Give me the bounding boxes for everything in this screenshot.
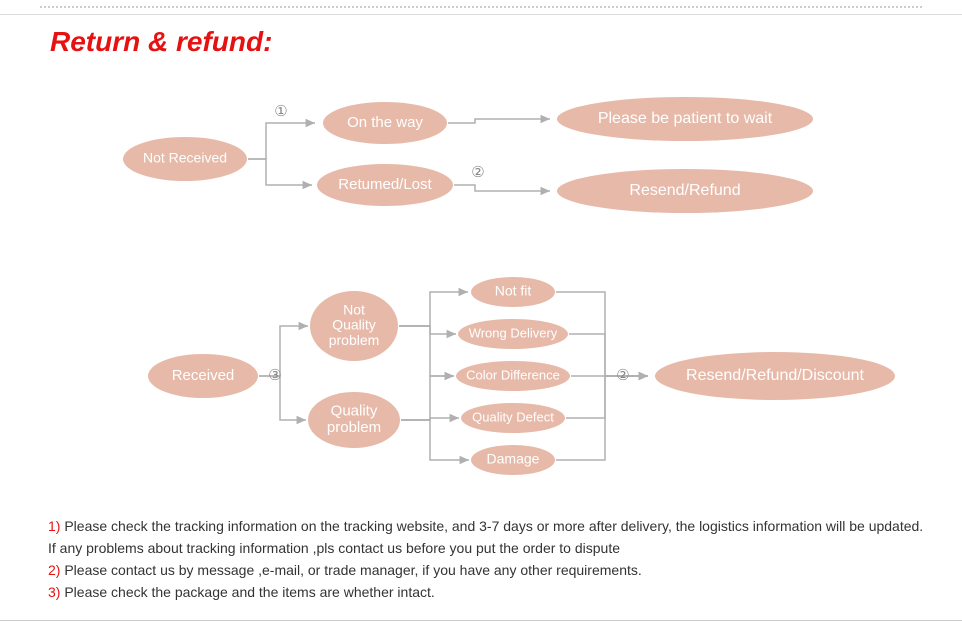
connector bbox=[248, 159, 312, 185]
flowchart-diagram: Not Received On the way Retumed/Lost Please… bbox=[0, 0, 962, 510]
node-label-quality_defect: Quality Defect bbox=[472, 409, 554, 424]
note-text: Please contact us by message ,e-mail, or… bbox=[60, 562, 641, 578]
step-marker: ① bbox=[274, 103, 287, 120]
connector bbox=[248, 123, 315, 159]
node-label-not_received: Not Received bbox=[143, 150, 227, 166]
connector bbox=[454, 185, 550, 191]
notes-section: 1) Please check the tracking information… bbox=[48, 515, 932, 603]
connector bbox=[259, 376, 306, 420]
note-number: 2) bbox=[48, 562, 60, 578]
node-label-resend_refund: Resend/Refund bbox=[629, 182, 740, 199]
connector bbox=[259, 326, 308, 376]
node-label-rrd: Resend/Refund/Discount bbox=[686, 367, 864, 384]
note-line: 3) Please check the package and the item… bbox=[48, 581, 932, 603]
connector bbox=[569, 334, 648, 376]
note-number: 3) bbox=[48, 584, 60, 600]
node-label-received: Received bbox=[172, 367, 235, 384]
connector bbox=[401, 376, 454, 420]
connector bbox=[399, 292, 468, 326]
connector bbox=[399, 326, 456, 334]
connector bbox=[566, 376, 648, 418]
step-marker: ② bbox=[616, 367, 629, 384]
node-label-wrong_delivery: Wrong Delivery bbox=[469, 325, 558, 340]
node-label-on_the_way: On the way bbox=[347, 114, 423, 131]
step-marker: ② bbox=[471, 164, 484, 181]
connector bbox=[448, 119, 550, 123]
node-label-returned_lost: Retumed/Lost bbox=[338, 176, 432, 193]
node-label-quality_problem: Qualityproblem bbox=[327, 403, 381, 437]
step-marker: ③ bbox=[268, 367, 281, 384]
note-text: Please check the package and the items a… bbox=[60, 584, 434, 600]
node-label-not_fit: Not fit bbox=[495, 283, 532, 299]
note-number: 1) bbox=[48, 518, 60, 534]
node-label-damage: Damage bbox=[487, 451, 540, 467]
connector bbox=[401, 420, 469, 460]
node-label-patient_wait: Please be patient to wait bbox=[598, 110, 773, 127]
note-line: 1) Please check the tracking information… bbox=[48, 515, 932, 559]
note-text: Please check the tracking information on… bbox=[48, 518, 923, 556]
node-label-color_diff: Color Difference bbox=[466, 367, 560, 382]
note-line: 2) Please contact us by message ,e-mail,… bbox=[48, 559, 932, 581]
